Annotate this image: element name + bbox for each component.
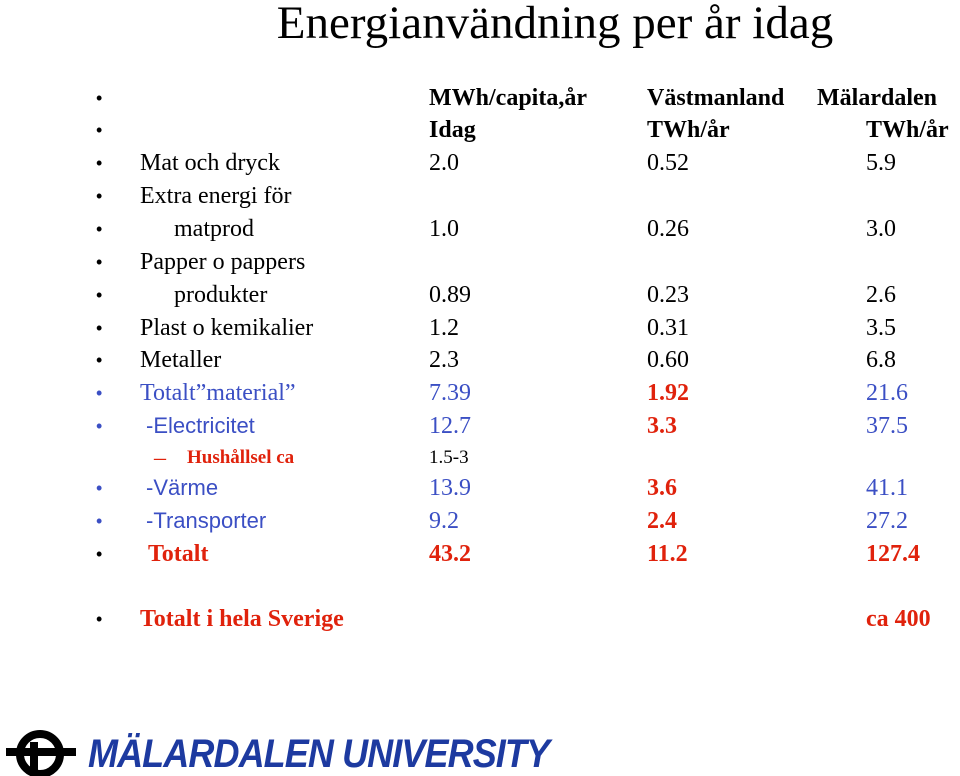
table-row: • -Electricitet 12.7 3.3 37.5 xyxy=(0,410,960,442)
row-col2: 0.31 xyxy=(647,315,689,341)
row-label: produkter xyxy=(174,282,268,308)
row-col2: 0.26 xyxy=(647,216,689,242)
row-label: Extra energi för xyxy=(140,183,292,209)
row-col2: 0.52 xyxy=(647,150,689,176)
row-col3: 127.4 xyxy=(866,541,920,567)
table-row: • produkter 0.89 0.23 2.6 xyxy=(0,279,960,311)
table-row: • -Transporter 9.2 2.4 27.2 xyxy=(0,505,960,537)
row-col2: 0.60 xyxy=(647,347,689,373)
row-col3: 3.5 xyxy=(866,315,896,341)
row-col2: 11.2 xyxy=(647,541,688,567)
table-row-total: • Totalt 43.2 11.2 127.4 xyxy=(0,538,960,570)
header-col2: Västmanland xyxy=(647,85,785,111)
sweden-value: ca 400 xyxy=(866,606,931,632)
header-col1: MWh/capita,år xyxy=(429,85,587,111)
table-row: – Hushållsel ca 1.5-3 xyxy=(0,442,960,474)
bullet: • xyxy=(96,186,103,206)
university-logo-icon xyxy=(6,730,76,776)
row-label: -Electricitet xyxy=(146,413,255,438)
row-col1: 9.2 xyxy=(429,508,459,534)
header-row: • Idag TWh/år TWh/år xyxy=(0,114,960,146)
header-col1-unit: Idag xyxy=(429,117,476,143)
row-col3: 21.6 xyxy=(866,380,908,406)
header-col2-unit: TWh/år xyxy=(647,117,730,143)
row-label: -Värme xyxy=(146,475,219,500)
row-col3: 6.8 xyxy=(866,347,896,373)
table-row: • -Värme 13.9 3.6 41.1 xyxy=(0,472,960,504)
row-col1: 43.2 xyxy=(429,541,471,567)
bullet: • xyxy=(96,252,103,272)
row-label: Papper o pappers xyxy=(140,249,306,275)
header-row: • MWh/capita,år Västmanland Mälardalen xyxy=(0,82,960,114)
row-label: Hushållsel ca xyxy=(187,447,295,468)
row-col1: 1.0 xyxy=(429,216,459,242)
row-col3: 27.2 xyxy=(866,508,908,534)
bullet: • xyxy=(96,609,103,629)
table-row: • Totalt”material” 7.39 1.92 21.6 xyxy=(0,377,960,409)
row-col3: 5.9 xyxy=(866,150,896,176)
sweden-label: Totalt i hela Sverige xyxy=(140,606,344,632)
bullet: • xyxy=(96,219,103,239)
header-col3-unit: TWh/år xyxy=(866,117,949,143)
bullet: • xyxy=(96,88,103,108)
table-row: • Mat och dryck 2.0 0.52 5.9 xyxy=(0,147,960,179)
row-col2: 0.23 xyxy=(647,282,689,308)
table-row: • Papper o pappers xyxy=(0,246,960,278)
row-col1: 13.9 xyxy=(429,475,471,501)
row-col1: 12.7 xyxy=(429,413,471,439)
bullet: • xyxy=(96,285,103,305)
row-col1: 2.3 xyxy=(429,347,459,373)
row-label: -Transporter xyxy=(146,508,267,533)
header-col3: Mälardalen xyxy=(817,85,937,111)
row-col1: 2.0 xyxy=(429,150,459,176)
row-col1: 7.39 xyxy=(429,380,471,406)
page-title: Energianvändning per år idag xyxy=(276,0,834,49)
bullet: • xyxy=(96,120,103,140)
bullet: • xyxy=(96,511,103,531)
sweden-total-row: • Totalt i hela Sverige ca 400 xyxy=(0,603,960,635)
table-row: • Metaller 2.3 0.60 6.8 xyxy=(0,344,960,376)
bullet: • xyxy=(96,350,103,370)
row-label: Totalt xyxy=(148,541,209,567)
row-label: Mat och dryck xyxy=(140,150,280,176)
bullet: • xyxy=(96,416,103,436)
row-col2: 2.4 xyxy=(647,508,677,534)
table-row: • Plast o kemikalier 1.2 0.31 3.5 xyxy=(0,312,960,344)
row-col3: 2.6 xyxy=(866,282,896,308)
university-logo-text: MÄLARDALEN UNIVERSITY xyxy=(88,732,550,776)
bullet: • xyxy=(96,383,103,403)
row-col3: 3.0 xyxy=(866,216,896,242)
row-label: Plast o kemikalier xyxy=(140,315,314,341)
table-row: • matprod 1.0 0.26 3.0 xyxy=(0,213,960,245)
bullet: • xyxy=(96,318,103,338)
dash-bullet: – xyxy=(154,445,166,471)
row-col1: 1.2 xyxy=(429,315,459,341)
bullet: • xyxy=(96,478,103,498)
row-col3: 37.5 xyxy=(866,413,908,439)
row-col2: 3.6 xyxy=(647,475,677,501)
row-col2: 3.3 xyxy=(647,413,677,439)
row-col3: 41.1 xyxy=(866,475,908,501)
bullet: • xyxy=(96,153,103,173)
row-col2: 1.92 xyxy=(647,380,689,406)
row-label: matprod xyxy=(174,216,254,242)
row-label: Metaller xyxy=(140,347,222,373)
row-col1: 1.5-3 xyxy=(429,447,469,468)
bullet: • xyxy=(96,544,103,564)
row-label: Totalt”material” xyxy=(140,380,296,406)
table-row: • Extra energi för xyxy=(0,180,960,212)
row-col1: 0.89 xyxy=(429,282,471,308)
